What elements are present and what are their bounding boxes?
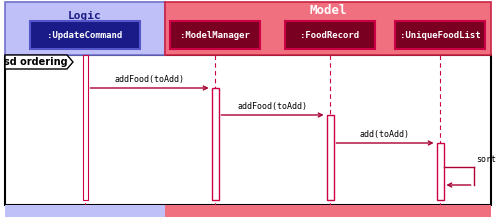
Text: add(toAdd): add(toAdd) (360, 130, 410, 139)
Text: :UpdateCommand: :UpdateCommand (48, 30, 123, 39)
Bar (30, 21, 140, 49)
Bar (165, 205, 491, 217)
Bar (211, 88, 219, 200)
Text: Logic: Logic (68, 11, 102, 21)
Text: addFood(toAdd): addFood(toAdd) (115, 75, 185, 84)
Text: :UniqueFoodList: :UniqueFoodList (400, 30, 480, 39)
Bar (326, 115, 333, 200)
Text: sd ordering: sd ordering (4, 57, 68, 67)
Bar (5, 205, 165, 217)
Bar (5, 2, 165, 55)
Polygon shape (5, 55, 73, 69)
Text: :FoodRecord: :FoodRecord (301, 30, 360, 39)
Text: addFood(toAdd): addFood(toAdd) (238, 102, 308, 111)
Bar (82, 55, 87, 200)
Text: Model: Model (309, 5, 347, 18)
Bar (165, 2, 491, 55)
Bar (285, 21, 375, 49)
Bar (436, 143, 443, 200)
Bar (395, 21, 485, 49)
Bar (5, 55, 491, 205)
Text: sortInternalList(): sortInternalList() (477, 155, 496, 164)
Text: :ModelManager: :ModelManager (180, 30, 250, 39)
Bar (170, 21, 260, 49)
